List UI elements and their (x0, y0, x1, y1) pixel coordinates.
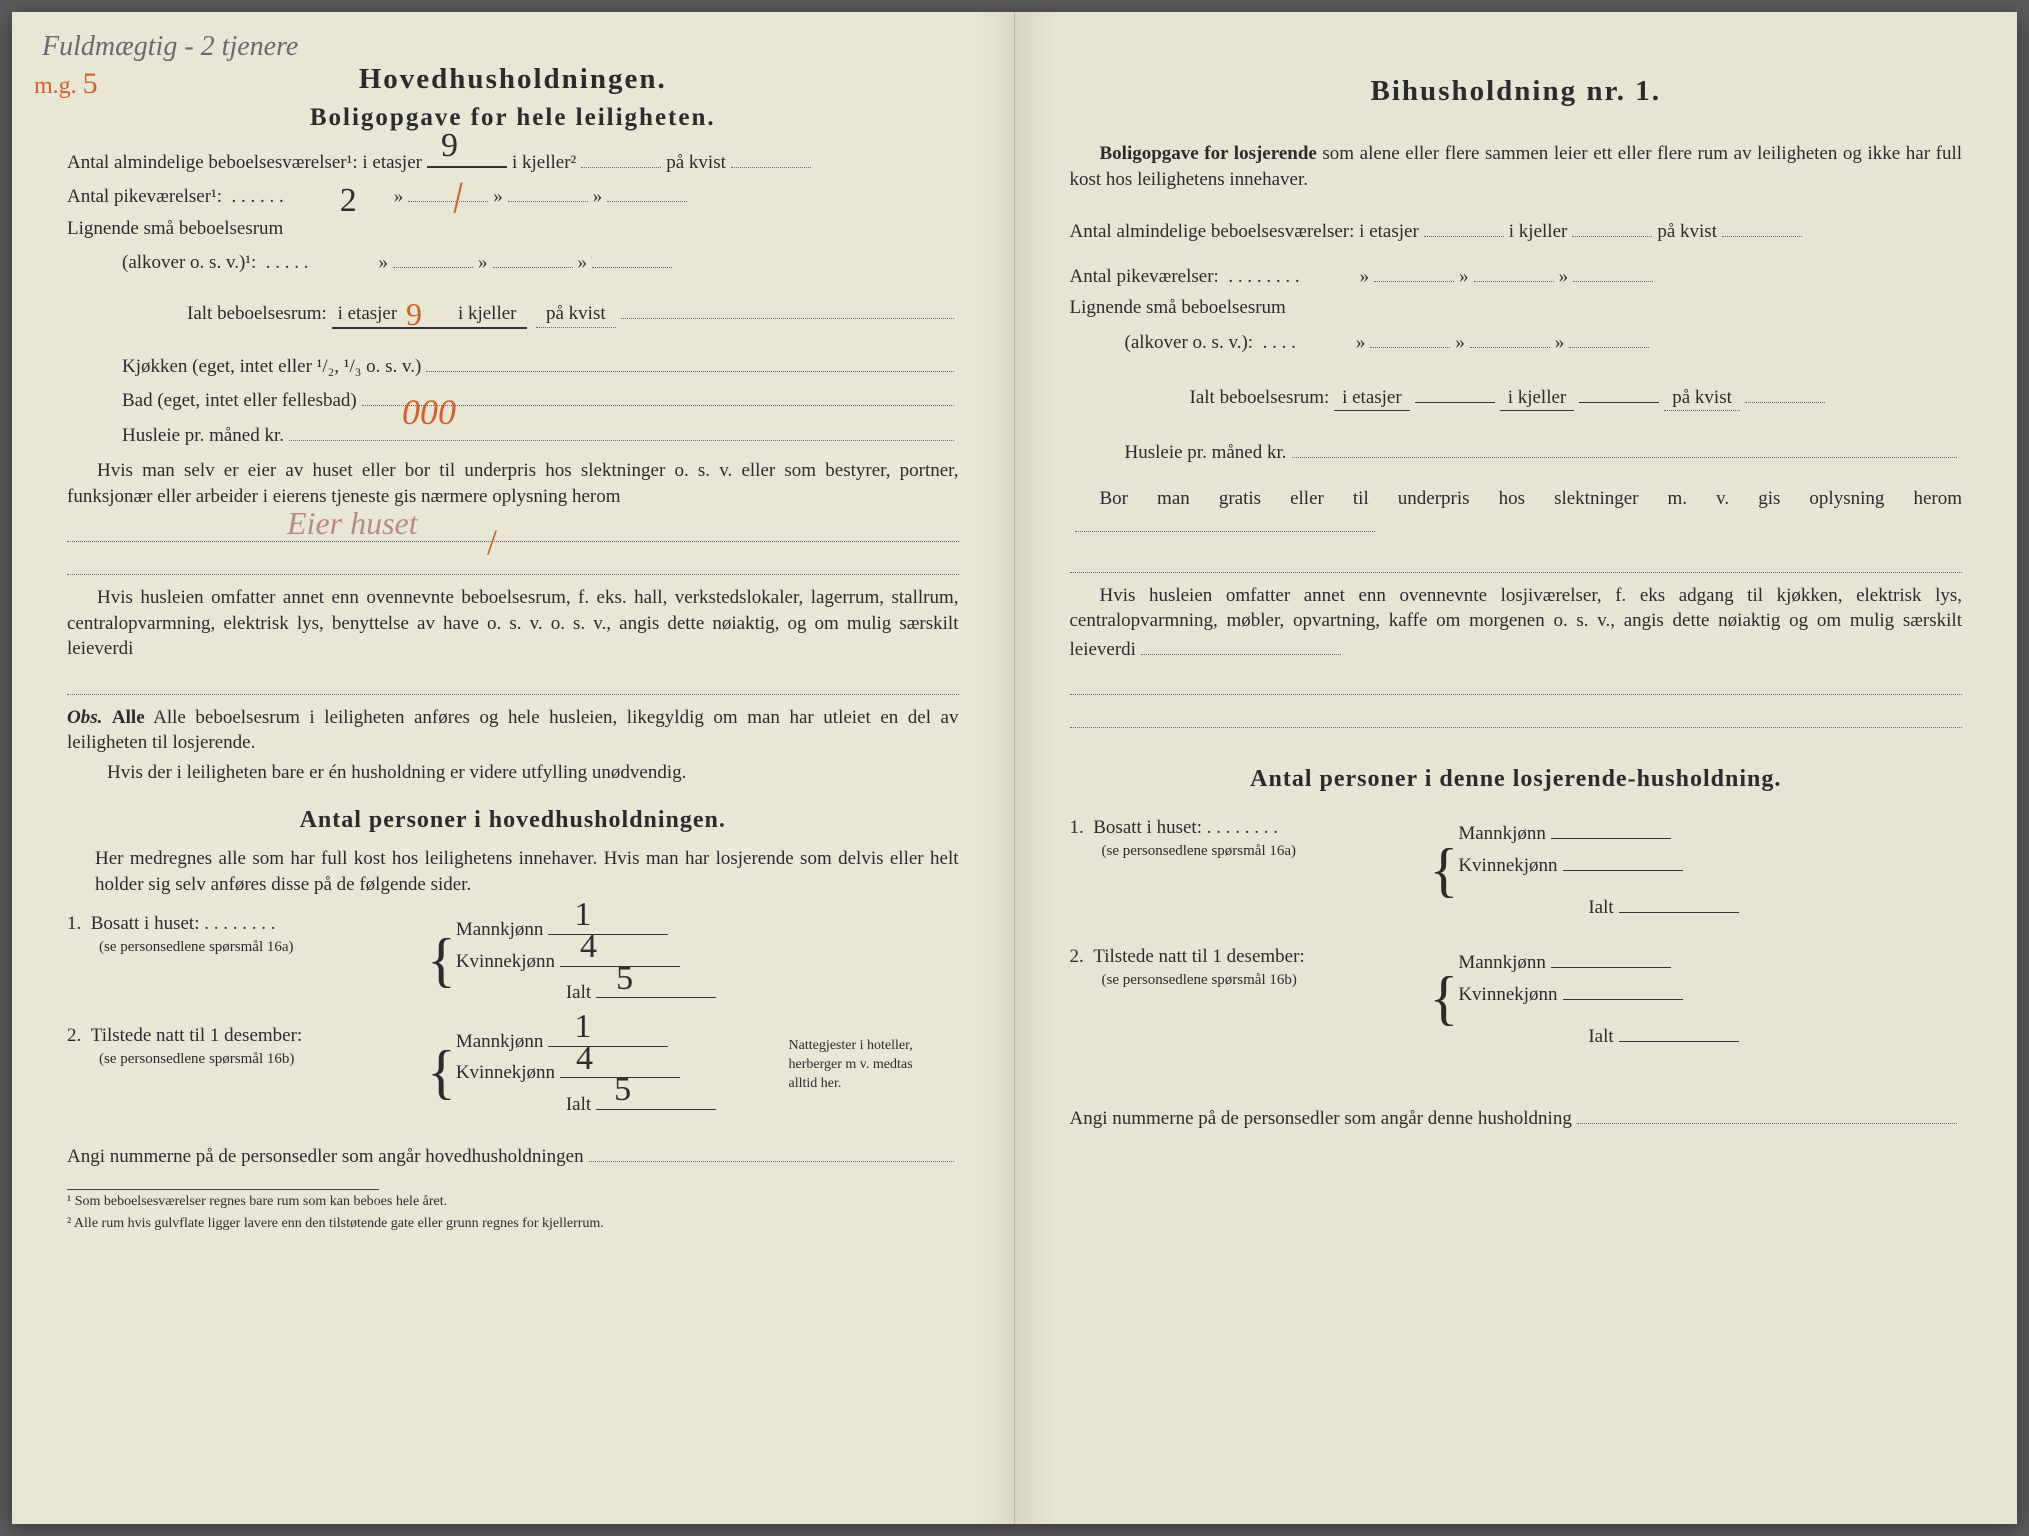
side-note: Nattegjester i hoteller, herberger m v. … (789, 1037, 919, 1094)
line-eier-hand: Eier huset / (67, 520, 959, 543)
row-beboelsesvaerelser: Antal almindelige beboelsesværelser¹: i … (67, 147, 959, 176)
brace-icon: { (1430, 815, 1459, 924)
left-title: Hovedhusholdningen. (67, 60, 959, 99)
right-page: Bihusholdning nr. 1. Boligopgave for los… (1015, 12, 2018, 1524)
row-pikevaerelser: Antal pikeværelser¹: . . . . . . 2 » » » (67, 181, 959, 210)
footnote-2: ² Alle rum hvis gulvflate ligger lavere … (67, 1215, 959, 1234)
r-row-lignende: Lignende små beboelsesrum (1070, 295, 1963, 321)
footnote-rule (67, 1189, 379, 1190)
r-blank-3 (1070, 705, 1963, 728)
obs-block-2: Hvis der i leiligheten bare er én hushol… (67, 760, 959, 786)
document-spread: Fuldmægtig - 2 tjenere m.g. 5 Hovedhusho… (12, 12, 2017, 1524)
r-row-ialt: Ialt beboelsesrum: i etasjer i kjeller p… (1070, 382, 1963, 412)
row-kjokken: Kjøkken (eget, intet eller ¹/₂, ¹/₃ o. s… (67, 351, 959, 380)
obs-block: Obs. Alle Alle beboelsesrum i leilighete… (67, 705, 959, 756)
section-antal-personer: Antal personer i hovedhusholdningen. (67, 804, 959, 836)
handwritten-red-mg: m.g. 5 (34, 64, 98, 105)
r-section-title: Antal personer i denne losjerende-hushol… (1070, 763, 1963, 795)
handwritten-top-note: Fuldmægtig - 2 tjenere (42, 28, 298, 66)
brace-icon: { (1430, 944, 1459, 1053)
row-lignende: Lignende små beboelsesrum (67, 216, 959, 242)
r-row-pike: Antal pikeværelser: . . . . . . . . » » … (1070, 261, 1963, 290)
left-page: Fuldmægtig - 2 tjenere m.g. 5 Hovedhusho… (12, 12, 1015, 1524)
r-blank-2 (1070, 673, 1963, 696)
section-sub: Her medregnes alle som har full kost hos… (67, 846, 959, 897)
para-husleie-omfatter: Hvis husleien omfatter annet enn ovennev… (67, 585, 959, 662)
row-husleie: Husleie pr. måned kr. (67, 420, 959, 449)
r-para-gratis: Bor man gratis eller til underpris hos s… (1070, 486, 1963, 540)
r-row-beboelse: Antal almindelige beboelsesværelser: i e… (1070, 216, 1963, 245)
row-bad: Bad (eget, intet eller fellesbad) (67, 385, 959, 414)
right-para1: Boligopgave for losjerende som alene ell… (1070, 141, 1963, 192)
r-para-husleie: Hvis husleien omfatter annet enn ovennev… (1070, 583, 1963, 663)
row-alkover: (alkover o. s. v.)¹: . . . . . » » » (67, 248, 959, 277)
r-row-angi: Angi nummerne på de personsedler som ang… (1070, 1103, 1963, 1132)
brace-icon: { (427, 1023, 456, 1121)
right-title: Bihusholdning nr. 1. (1070, 72, 1963, 111)
r-row-husleie: Husleie pr. måned kr. (1070, 437, 1963, 466)
q1-bosatt: 1. Bosatt i huset: . . . . . . . . (se p… (67, 911, 959, 1009)
row-angi: Angi nummerne på de personsedler som ang… (67, 1141, 959, 1170)
blank-line-2 (67, 672, 959, 695)
para-eier: Hvis man selv er eier av huset eller bor… (67, 458, 959, 509)
hand-ooo: 000 (402, 388, 456, 437)
row-ialt-beboelse: Ialt beboelsesrum: i etasjer 9 i kjeller… (67, 298, 959, 329)
left-subtitle: Boligopgave for hele leiligheten. (67, 101, 959, 135)
blank-line-1 (67, 552, 959, 575)
r-q1: 1. Bosatt i huset: . . . . . . . . (se p… (1070, 815, 1963, 924)
r-row-alkover: (alkover o. s. v.): . . . . » » » (1070, 327, 1963, 356)
r-q2: 2. Tilstede natt til 1 desember: (se per… (1070, 944, 1963, 1053)
brace-icon: { (427, 911, 456, 1009)
q2-tilstede: 2. Tilstede natt til 1 desember: (se per… (67, 1023, 959, 1121)
r-blank-1 (1070, 550, 1963, 573)
footnote-1: ¹ Som beboelsesværelser regnes bare rum … (67, 1193, 959, 1212)
